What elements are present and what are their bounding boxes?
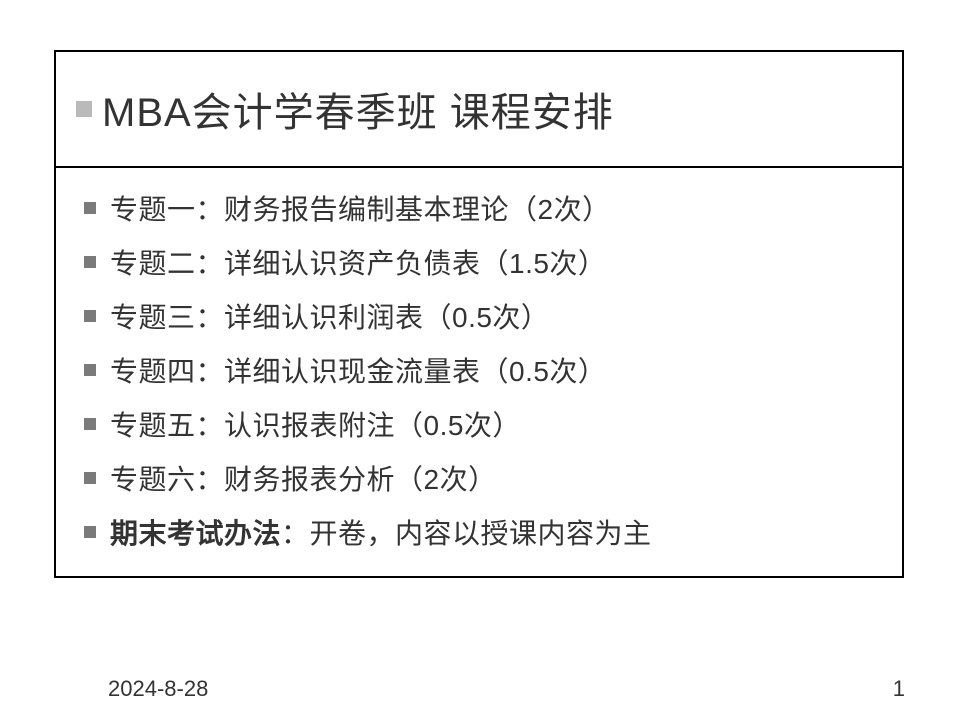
- item-text: 期末考试办法：开卷，内容以授课内容为主: [110, 512, 652, 552]
- title-section: MBA会计学春季班 课程安排: [56, 52, 902, 168]
- footer: 2024-8-28 1: [108, 676, 905, 702]
- bullet-icon: [84, 364, 96, 376]
- bullet-icon: [84, 310, 96, 322]
- bullet-icon: [84, 418, 96, 430]
- content-section: 专题一：财务报告编制基本理论（2次） 专题二：详细认识资产负债表（1.5次） 专…: [56, 168, 902, 576]
- footer-page: 1: [893, 676, 905, 702]
- item-text: 专题三：详细认识利润表（0.5次）: [110, 296, 549, 336]
- bullet-icon: [84, 526, 96, 538]
- item-suffix: ：开卷，内容以授课内容为主: [281, 518, 652, 549]
- list-item: 专题一：财务报告编制基本理论（2次）: [80, 188, 878, 228]
- item-text: 专题五：认识报表附注（0.5次）: [110, 404, 521, 444]
- bullet-icon: [84, 202, 96, 214]
- slide-title: MBA会计学春季班 课程安排: [102, 80, 614, 138]
- bullet-icon: [84, 472, 96, 484]
- list-item: 专题三：详细认识利润表（0.5次）: [80, 296, 878, 336]
- list-item: 专题四：详细认识现金流量表（0.5次）: [80, 350, 878, 390]
- list-item: 专题二：详细认识资产负债表（1.5次）: [80, 242, 878, 282]
- slide-container: MBA会计学春季班 课程安排 专题一：财务报告编制基本理论（2次） 专题二：详细…: [54, 50, 904, 578]
- item-text: 专题六：财务报表分析（2次）: [110, 458, 497, 498]
- footer-date: 2024-8-28: [108, 676, 208, 702]
- bullet-icon: [84, 256, 96, 268]
- item-text: 专题四：详细认识现金流量表（0.5次）: [110, 350, 606, 390]
- list-item: 专题五：认识报表附注（0.5次）: [80, 404, 878, 444]
- item-text: 专题二：详细认识资产负债表（1.5次）: [110, 242, 606, 282]
- item-text: 专题一：财务报告编制基本理论（2次）: [110, 188, 611, 228]
- item-prefix-bold: 期末考试办法: [110, 518, 281, 549]
- list-item: 期末考试办法：开卷，内容以授课内容为主: [80, 512, 878, 552]
- list-item: 专题六：财务报表分析（2次）: [80, 458, 878, 498]
- title-bullet-icon: [76, 101, 92, 117]
